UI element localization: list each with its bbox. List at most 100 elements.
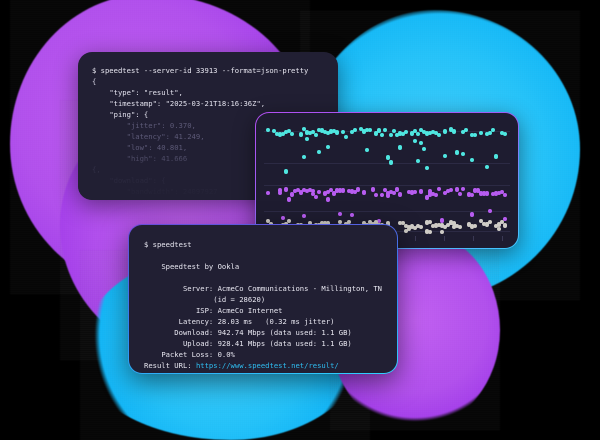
result-row-value: 942.74 Mbps (data used: 1.1 GB): [217, 328, 352, 337]
chart-dot-download: [350, 189, 355, 194]
chart-dot-ping: [329, 129, 334, 134]
chart-dot-ping: [464, 128, 469, 133]
chart-dot-ping: [431, 129, 436, 134]
chart-dot-download: [503, 216, 508, 221]
chart-dot-ping: [422, 147, 427, 152]
chart-dot-ping: [413, 128, 418, 133]
result-row-value: AcmeCo Internet: [217, 306, 283, 315]
chart-dot-upload: [269, 222, 274, 227]
chart-dot-download: [473, 188, 478, 193]
chart-dot-download: [338, 188, 343, 193]
chart-dot-download: [314, 194, 319, 200]
chart-dot-upload: [407, 224, 412, 229]
chart-dot-upload: [386, 222, 391, 228]
json-line: "timestamp": "2025-03-21T18:16:36Z",: [92, 98, 338, 109]
chart-dot-ping: [398, 145, 403, 150]
chart-dot-ping: [437, 132, 442, 137]
chart-dot-download: [398, 192, 403, 197]
chart-dot-download: [326, 197, 331, 202]
chart-dot-upload: [428, 219, 433, 224]
chart-dot-ping: [488, 130, 493, 136]
chart-dot-ping: [434, 130, 439, 135]
chart-dot-upload: [488, 219, 493, 225]
chart-dot-download: [347, 188, 352, 193]
result-row-label: Packet Loss:: [161, 350, 214, 359]
chart-dot-download: [302, 213, 307, 218]
json-line-text: {: [92, 77, 97, 86]
chart-dot-upload: [485, 222, 490, 227]
chart-dot-download: [308, 188, 313, 193]
chart-gridline: [264, 185, 510, 186]
chart-dot-ping: [494, 154, 499, 159]
result-row-label: Upload:: [182, 339, 214, 348]
chart-dot-upload: [443, 224, 448, 230]
json-line: "low": 40.801,: [92, 142, 338, 153]
result-row: Packet Loss: 0.0%: [144, 349, 397, 360]
chart-dot-ping: [500, 130, 505, 136]
chart-dot-ping: [368, 127, 373, 133]
chart-dot-download: [440, 218, 445, 223]
chart-dot-upload: [452, 221, 457, 226]
command-text-json: speedtest --server-id 33913 --format=jso…: [100, 66, 309, 75]
chart-dot-ping: [419, 140, 424, 146]
chart-dot-download: [362, 190, 367, 195]
result-row-value: (id = 28620): [213, 295, 266, 304]
chart-dot-ping: [305, 137, 310, 142]
result-row-value: 0.0%: [217, 350, 235, 359]
chart-x-tick: [473, 236, 474, 241]
chart-dot-ping: [287, 128, 292, 134]
result-url-link-line2[interactable]: c/2d74ee56-a79b-4469-ba21-0cecc92c8bcb: [144, 372, 308, 373]
terminal-window-result[interactable]: $ speedtest Speedtest by Ookla Server: A…: [128, 224, 398, 374]
chart-dot-download: [374, 192, 379, 197]
chart-dot-download: [488, 208, 493, 213]
chart-dot-download: [410, 190, 415, 195]
chart-dot-upload: [452, 224, 457, 230]
chart-dot-ping: [275, 131, 280, 137]
chart-dot-ping: [332, 129, 337, 134]
json-line: "latency": 41.249,: [92, 131, 338, 142]
chart-dot-download: [311, 191, 316, 197]
result-row: ISP: AcmeCo Internet: [144, 305, 397, 316]
chart-dot-upload: [482, 222, 487, 227]
chart-gridline: [264, 211, 510, 212]
shell-prompt-json: $: [92, 66, 97, 75]
chart-dot-upload: [326, 221, 331, 226]
chart-dot-download: [371, 187, 376, 192]
chart-dot-download: [431, 191, 436, 197]
chart-dot-ping: [305, 130, 310, 135]
result-row-value: AcmeCo Communications - Millington, TN: [217, 284, 383, 293]
result-url-link-line1[interactable]: https://www.speedtest.net/result/: [195, 361, 339, 370]
chart-dot-ping: [443, 153, 448, 158]
chart-dot-download: [455, 187, 460, 192]
chart-dot-download: [491, 191, 496, 197]
chart-dot-upload: [401, 221, 406, 226]
result-row-value: 928.41 Mbps (data used: 1.1 GB): [217, 339, 352, 348]
chart-dot-ping: [416, 159, 421, 164]
chart-dot-ping: [395, 132, 400, 138]
chart-dot-ping: [353, 127, 358, 133]
chart-dot-ping: [284, 129, 289, 134]
chart-dot-download: [500, 189, 505, 195]
json-line-text: "type": "result",: [109, 88, 183, 97]
result-row-label: Server:: [182, 284, 214, 293]
chart-dot-upload: [410, 224, 415, 229]
chart-dot-ping: [392, 128, 397, 133]
chart-dot-ping: [284, 169, 289, 174]
chart-dot-ping: [365, 127, 370, 133]
chart-dot-download: [503, 192, 508, 198]
chart-dot-ping: [377, 128, 382, 133]
shell-prompt-result: $: [144, 240, 149, 249]
chart-dot-upload: [284, 221, 289, 227]
chart-dot-download: [278, 188, 283, 193]
result-row-label: Latency:: [178, 317, 214, 326]
chart-dot-ping: [317, 149, 322, 154]
chart-x-tick: [415, 236, 416, 241]
chart-dot-upload: [440, 229, 445, 235]
chart-dot-ping: [449, 127, 454, 132]
chart-dot-upload: [428, 229, 433, 235]
chart-dot-upload: [467, 222, 472, 227]
chart-dot-download: [485, 191, 490, 196]
chart-dot-ping: [473, 132, 478, 138]
chart-dot-download: [326, 189, 331, 194]
